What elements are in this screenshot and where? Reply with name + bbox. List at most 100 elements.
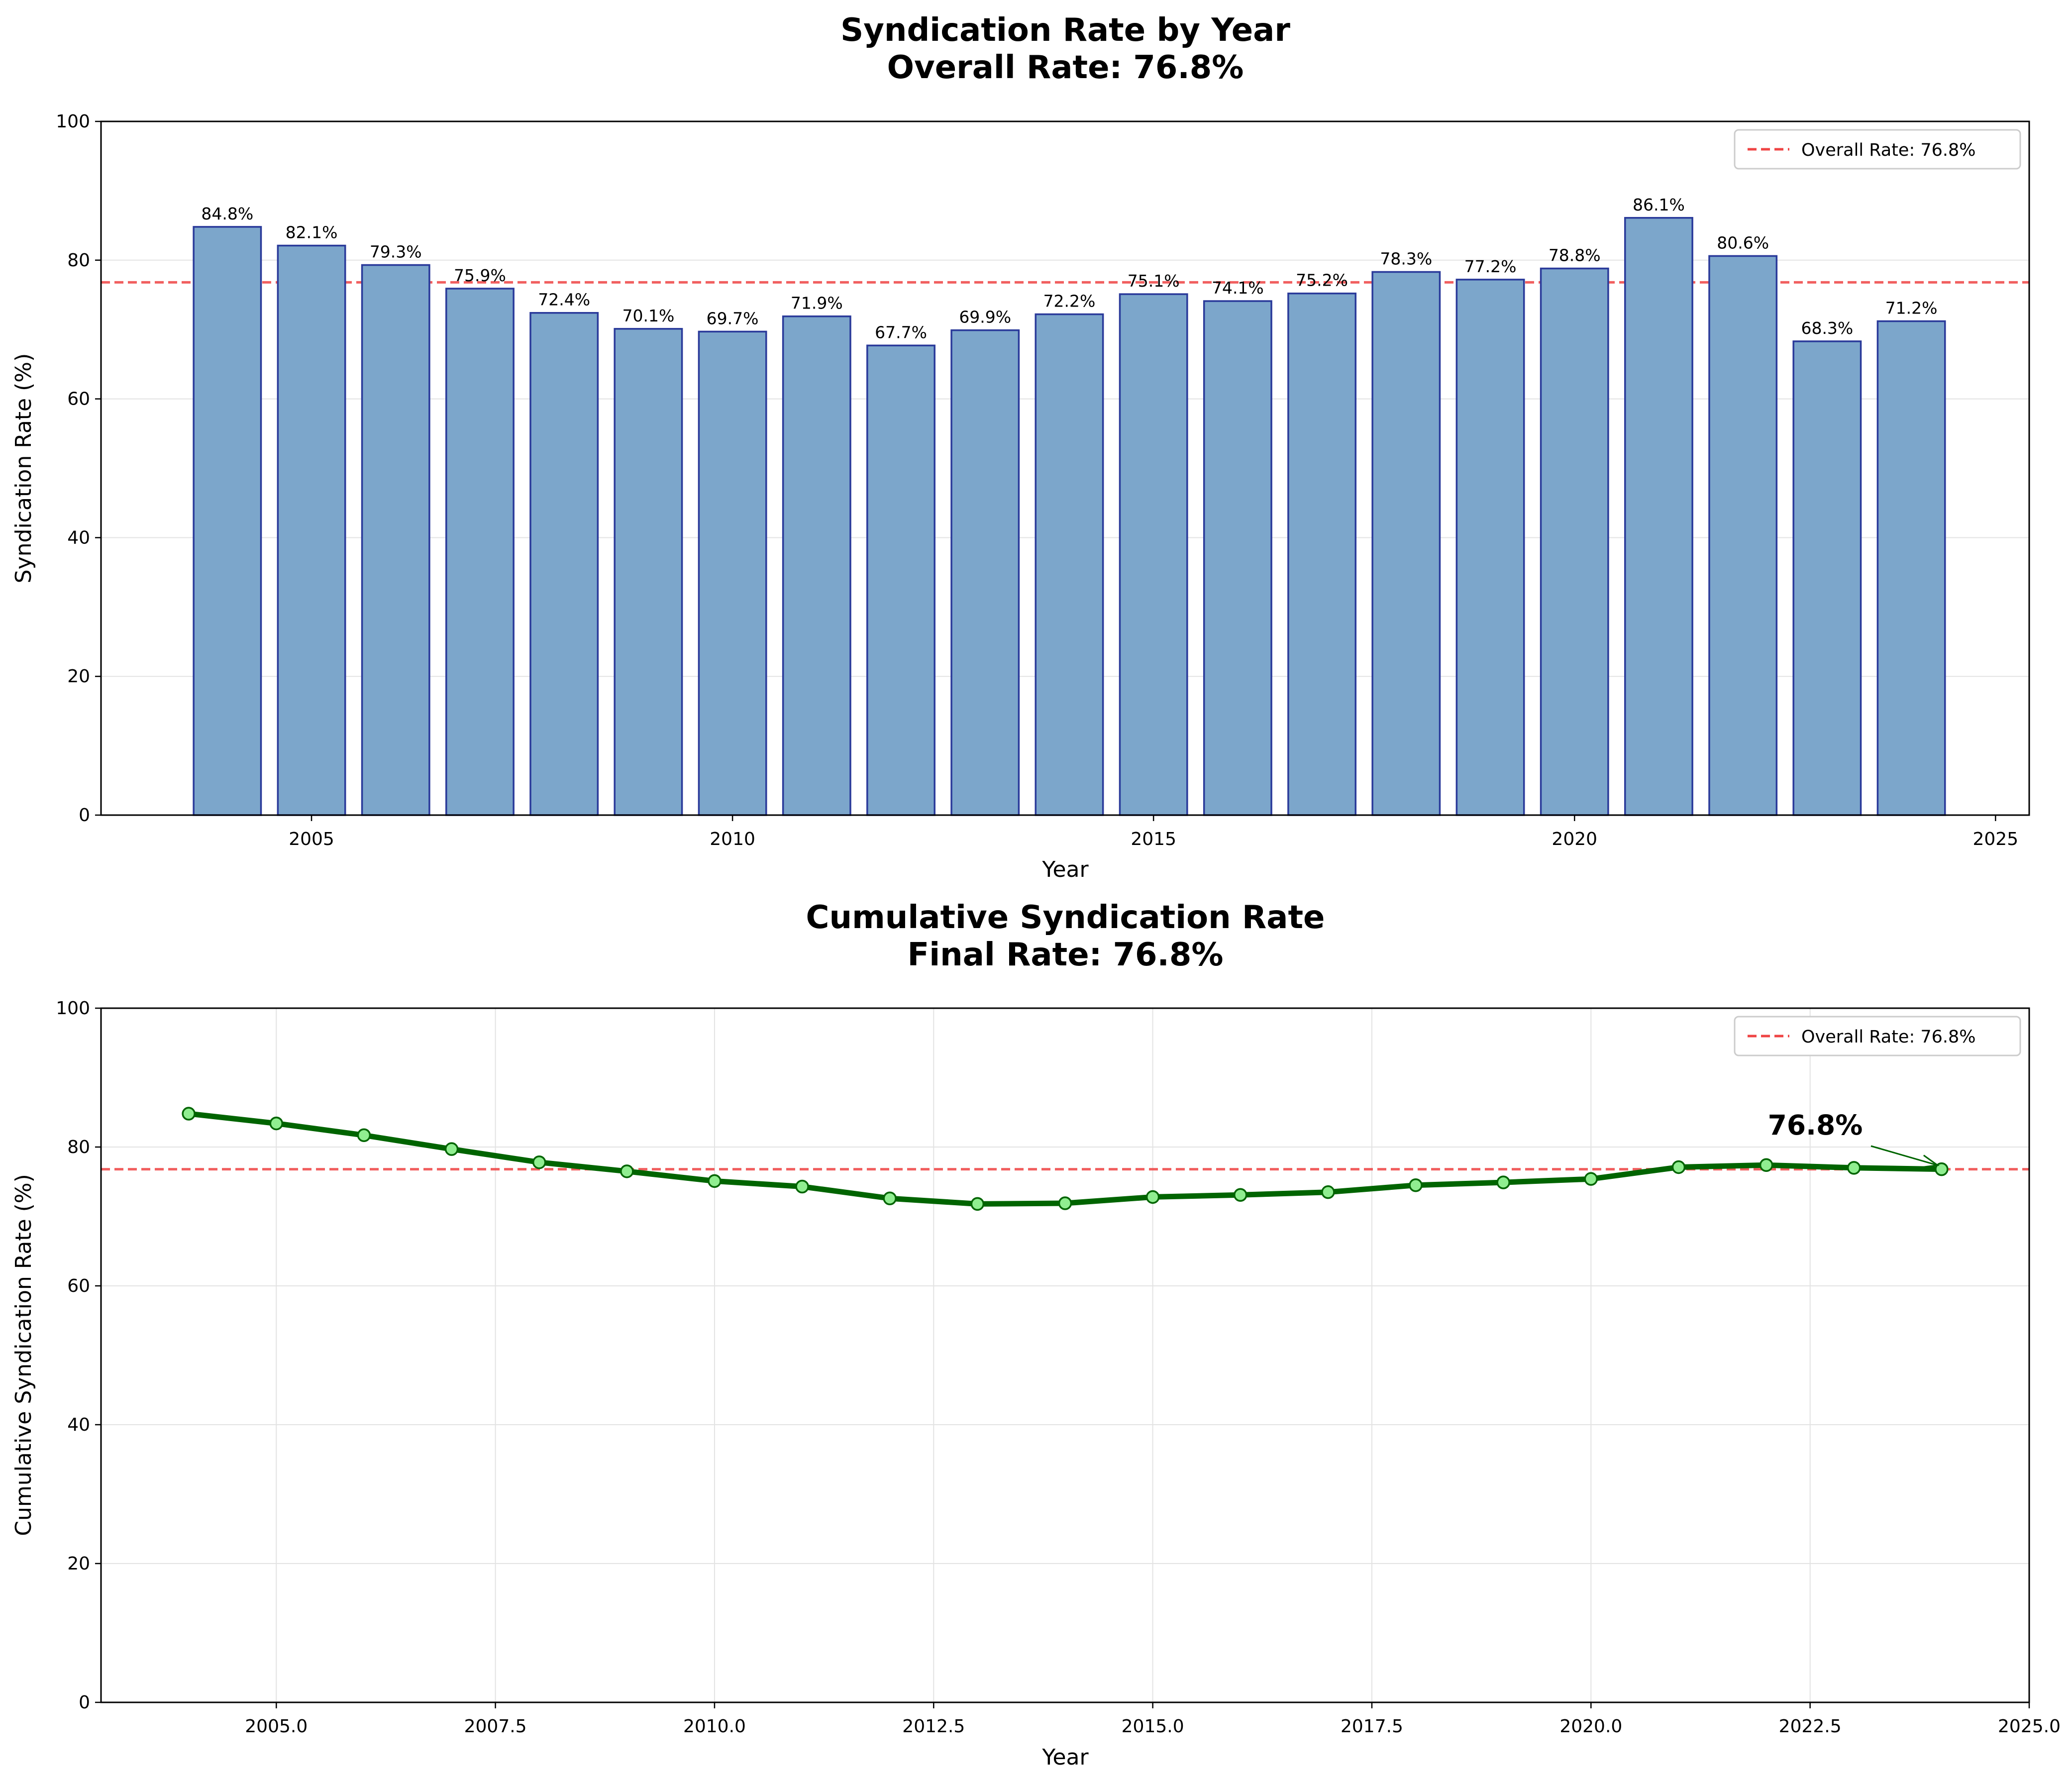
- bar-value-label-2018: 78.3%: [1380, 249, 1432, 268]
- bar-value-label-2004: 84.8%: [201, 204, 253, 223]
- bar-2019: [1455, 279, 1525, 816]
- point-2014: [1058, 1196, 1072, 1210]
- chart1-legend-label: Overall Rate: 76.8%: [1801, 140, 1976, 160]
- chart2-annotation-arrow: [1870, 1145, 1938, 1166]
- chart1-legend-box: [1734, 129, 2021, 170]
- c2-x-tick-label: 2007.5: [464, 1716, 527, 1737]
- chart1-y-axis-label: Syndication Rate (%): [11, 353, 36, 583]
- chart2-title-line2: Final Rate: 76.8%: [908, 937, 1224, 973]
- bar-2014: [1035, 313, 1104, 816]
- bar-2022: [1708, 255, 1778, 816]
- chart1-title-line2: Overall Rate: 76.8%: [887, 49, 1244, 86]
- c2-y-tick-label: 100: [56, 998, 90, 1019]
- point-2018: [1409, 1178, 1423, 1192]
- c2-y-tick-label: 40: [67, 1415, 90, 1435]
- chart1-title-line1: Syndication Rate by Year: [840, 12, 1290, 49]
- point-2012: [883, 1191, 897, 1205]
- bar-value-label-2020: 78.8%: [1549, 246, 1601, 265]
- c2-y-tick-label: 0: [79, 1692, 90, 1713]
- bar-value-label-2022: 80.6%: [1717, 233, 1769, 252]
- point-2020: [1584, 1172, 1598, 1186]
- point-2021: [1671, 1160, 1686, 1174]
- bar-value-label-2007: 75.9%: [454, 266, 506, 285]
- chart2-annotation: 76.8%: [1768, 1109, 1940, 1168]
- bar-2010: [698, 330, 767, 816]
- c1-y-tick-label: 100: [56, 111, 90, 132]
- c2-x-tick-label: 2015.0: [1122, 1716, 1184, 1737]
- bar-value-label-2011: 71.9%: [791, 294, 843, 313]
- c2-x-tick-label: 2012.5: [902, 1716, 965, 1737]
- bar-2006: [361, 264, 430, 816]
- bar-value-label-2014: 72.2%: [1043, 292, 1096, 311]
- c2-x-tick-label: 2022.5: [1779, 1716, 1842, 1737]
- bar-2021: [1624, 217, 1693, 816]
- point-2009: [620, 1164, 634, 1178]
- bar-2023: [1792, 340, 1862, 816]
- line-chart: Cumulative Syndication Rate Final Rate: …: [11, 899, 2061, 1770]
- point-2017: [1321, 1185, 1335, 1199]
- c1-y-tick-label: 20: [67, 666, 90, 687]
- c1-x-tick-label: 2025: [1973, 829, 2019, 849]
- point-2013: [970, 1197, 985, 1211]
- c1-x-tick-label: 2010: [710, 829, 755, 849]
- bar-2004: [193, 226, 262, 816]
- point-2005: [269, 1116, 284, 1131]
- bar-2024: [1876, 320, 1946, 816]
- chart2-series-line: [186, 1111, 1945, 1207]
- point-2023: [1847, 1161, 1861, 1175]
- chart1-legend: Overall Rate: 76.8%: [1734, 129, 2021, 170]
- point-2015: [1145, 1190, 1160, 1204]
- point-2024: [1935, 1162, 1949, 1176]
- chart1-bars: [193, 217, 1946, 816]
- c2-x-tick-label: 2005.0: [245, 1716, 308, 1737]
- chart2-legend: Overall Rate: 76.8%: [1734, 1016, 2021, 1056]
- bar-2020: [1540, 267, 1609, 816]
- c2-y-tick-label: 80: [67, 1137, 90, 1157]
- bar-2008: [529, 312, 599, 816]
- c1-x-tick-label: 2015: [1131, 829, 1176, 849]
- point-2010: [708, 1174, 722, 1188]
- point-2022: [1759, 1158, 1773, 1172]
- bar-2009: [614, 328, 683, 816]
- c1-x-tick-label: 2005: [289, 829, 334, 849]
- chart1-x-ticks: 2005 2010 2015 2020 2025: [289, 815, 2018, 849]
- chart2-x-axis-label: Year: [1041, 1745, 1089, 1770]
- bar-value-label-2017: 75.2%: [1296, 271, 1348, 290]
- c2-x-tick-label: 2025.0: [1998, 1716, 2061, 1737]
- bar-value-label-2009: 70.1%: [622, 306, 674, 325]
- bar-value-label-2024: 71.2%: [1885, 298, 1938, 317]
- chart2-legend-label: Overall Rate: 76.8%: [1801, 1027, 1976, 1047]
- bar-2016: [1203, 300, 1272, 816]
- bar-value-label-2023: 68.3%: [1801, 318, 1853, 338]
- c2-x-tick-label: 2017.5: [1341, 1716, 1403, 1737]
- bar-chart: Syndication Rate by Year Overall Rate: 7…: [11, 12, 2030, 882]
- bar-value-label-2005: 82.1%: [286, 223, 338, 242]
- c2-x-tick-label: 2010.0: [683, 1716, 746, 1737]
- chart2-annotation-arrowhead: [1921, 1154, 1940, 1168]
- point-2006: [357, 1128, 371, 1143]
- chart2-plot-frame: [100, 1007, 2030, 1703]
- chart2-x-ticks: 2005.0 2007.5 2010.0 2012.5 2015.0 2017.5 2020…: [245, 1702, 2061, 1737]
- chart2-y-axis-label: Cumulative Syndication Rate (%): [11, 1174, 36, 1536]
- c2-y-tick-label: 20: [67, 1554, 90, 1574]
- bar-2015: [1119, 293, 1188, 816]
- point-2008: [532, 1155, 546, 1169]
- c2-x-tick-label: 2020.0: [1559, 1716, 1622, 1737]
- chart2-legend-box: [1734, 1016, 2021, 1056]
- chart1-y-ticks: 0 20 40 60 80 100: [56, 111, 101, 826]
- bar-value-label-2021: 86.1%: [1633, 195, 1685, 214]
- c1-x-tick-label: 2020: [1552, 829, 1597, 849]
- point-2019: [1496, 1175, 1510, 1189]
- c1-y-tick-label: 60: [67, 389, 90, 410]
- bar-value-label-2013: 69.9%: [959, 308, 1011, 327]
- bar-2013: [950, 329, 1020, 816]
- bar-2005: [277, 244, 346, 816]
- bar-value-label-2006: 79.3%: [370, 242, 422, 262]
- c1-y-tick-label: 80: [67, 250, 90, 271]
- bar-2018: [1371, 271, 1441, 816]
- bar-value-label-2008: 72.4%: [538, 290, 590, 310]
- chart2-annotation-text: 76.8%: [1768, 1109, 1863, 1141]
- chart1-x-axis-label: Year: [1041, 857, 1089, 882]
- chart2-gridlines: [101, 1008, 2030, 1703]
